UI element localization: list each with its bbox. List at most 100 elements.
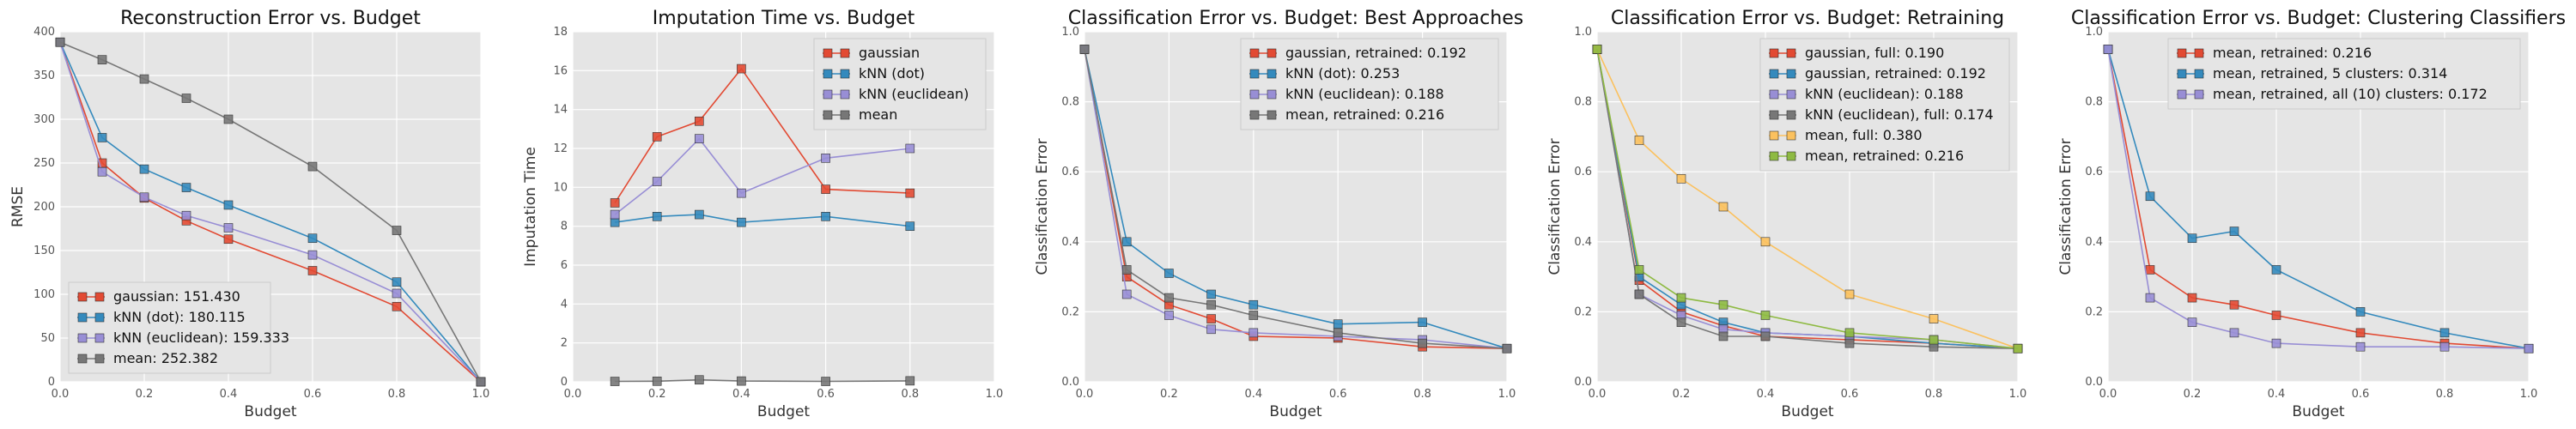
- data-point: [1760, 311, 1771, 320]
- data-point: [307, 161, 318, 172]
- y-tick-label: 0.2: [2085, 305, 2103, 318]
- legend-entry: gaussian, full: 0.190: [1805, 45, 1944, 61]
- data-point: [652, 132, 662, 142]
- x-tick-label: 0.4: [1244, 388, 1262, 401]
- data-point: [2355, 341, 2366, 352]
- legend-box: [2167, 38, 2521, 110]
- legend-entry: kNN (euclidean), full: 0.174: [1805, 106, 1994, 123]
- legend-marker: [1267, 110, 1277, 120]
- y-tick-label: 14: [553, 104, 568, 117]
- y-tick-label: 0.4: [2085, 236, 2103, 249]
- legend-marker: [1769, 151, 1779, 161]
- legend-marker: [2177, 89, 2187, 100]
- x-tick-label: 0.6: [1329, 388, 1347, 401]
- x-tick-label: 0.4: [1757, 388, 1775, 401]
- x-axis-label: Budget: [757, 403, 810, 420]
- data-point: [1676, 174, 1686, 184]
- y-tick-label: 0.8: [1061, 96, 1079, 109]
- y-tick-label: 12: [553, 142, 568, 155]
- series-line: [614, 214, 910, 227]
- chart-title: Classification Error vs. Budget: Best Ap…: [1068, 8, 1523, 29]
- data-point: [2271, 311, 2281, 320]
- data-point: [181, 210, 191, 221]
- data-point: [139, 192, 149, 202]
- data-point: [1121, 237, 1132, 247]
- data-point: [1206, 289, 1216, 299]
- data-point: [1164, 293, 1174, 303]
- data-point: [821, 154, 830, 163]
- legend-entry: mean: 252.382: [113, 350, 218, 366]
- y-axis-label: Classification Error: [1546, 138, 1564, 275]
- x-tick-label: 0.6: [304, 388, 322, 401]
- x-tick-label: 0.2: [648, 388, 666, 401]
- data-point: [139, 164, 149, 174]
- x-tick-label: 1.0: [1498, 388, 1516, 401]
- data-point: [737, 188, 746, 198]
- data-point: [97, 166, 107, 177]
- data-point: [307, 250, 318, 260]
- data-point: [1206, 299, 1216, 310]
- legend-entry: kNN (dot): 0.253: [1285, 65, 1400, 82]
- series-line: [2107, 49, 2530, 349]
- y-tick-label: 0.2: [1061, 305, 1079, 318]
- y-axis-label: RMSE: [9, 186, 27, 227]
- y-tick-label: 16: [553, 64, 568, 77]
- data-point: [1121, 289, 1132, 299]
- x-tick-label: 0.2: [1160, 388, 1178, 401]
- series-line: [614, 67, 910, 203]
- x-tick-label: 0.2: [1673, 388, 1691, 401]
- legend-marker: [1267, 69, 1277, 79]
- x-tick-label: 0.4: [2268, 388, 2286, 401]
- y-tick-label: 6: [561, 259, 568, 272]
- data-point: [1634, 136, 1644, 145]
- data-point: [2229, 328, 2239, 338]
- data-point: [737, 376, 746, 386]
- legend-entry: kNN (dot): [859, 65, 925, 82]
- data-point: [821, 184, 830, 194]
- x-tick-label: 0.0: [564, 388, 582, 401]
- data-point: [1676, 293, 1686, 303]
- legend-marker: [1769, 110, 1779, 120]
- data-point: [1718, 202, 1728, 212]
- data-point: [694, 209, 704, 220]
- legend-marker: [840, 48, 850, 58]
- data-point: [1249, 299, 1259, 310]
- data-point: [1929, 314, 1939, 323]
- x-tick-label: 0.6: [817, 388, 835, 401]
- x-axis-label: Budget: [1781, 403, 1833, 420]
- data-point: [905, 143, 915, 154]
- y-tick-label: 0.6: [1061, 166, 1079, 178]
- y-tick-label: 0.8: [1574, 96, 1592, 109]
- legend-marker: [823, 89, 833, 100]
- y-tick-label: 0.8: [2085, 96, 2103, 109]
- y-tick-label: 4: [561, 298, 568, 311]
- data-point: [392, 301, 402, 311]
- data-point: [223, 234, 234, 245]
- y-tick-label: 8: [561, 221, 568, 233]
- data-point: [610, 217, 620, 227]
- data-point: [1333, 328, 1343, 338]
- legend-marker: [840, 110, 850, 120]
- data-point: [1502, 343, 1512, 353]
- legend-marker: [94, 353, 105, 364]
- legend-marker: [1769, 89, 1779, 100]
- y-tick-label: 0: [561, 376, 568, 389]
- data-point: [392, 226, 402, 235]
- y-tick-label: 1.0: [1061, 26, 1079, 39]
- legend-marker: [94, 292, 105, 302]
- chart-panel-2: 0.0 0.2 0.4 0.6 0.8 1.0 0 2 4 6 8 10 12 14 16 18 Imputat…: [522, 8, 1003, 420]
- data-point: [1418, 317, 1427, 327]
- data-point: [392, 288, 402, 299]
- x-tick-label: 0.6: [1841, 388, 1859, 401]
- y-tick-label: 0.6: [2085, 166, 2103, 178]
- legend-entry: mean, retrained, all (10) clusters: 0.17…: [2213, 86, 2488, 102]
- y-tick-label: 0.0: [2085, 376, 2103, 389]
- legend-marker: [2177, 69, 2187, 79]
- chart-title: Reconstruction Error vs. Budget: [120, 8, 421, 29]
- series-line: [59, 41, 482, 383]
- legend-entry: mean, retrained: 0.216: [1285, 106, 1444, 123]
- y-tick-label: 200: [33, 201, 55, 214]
- data-point: [652, 377, 662, 386]
- data-point: [821, 377, 830, 386]
- legend: gaussian, retrained: 0.192 kNN (dot): 0.2…: [1240, 38, 1499, 130]
